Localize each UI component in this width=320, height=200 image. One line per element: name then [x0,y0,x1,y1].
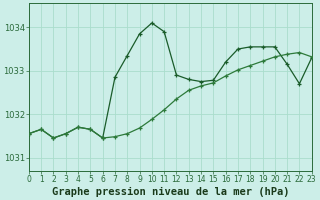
X-axis label: Graphe pression niveau de la mer (hPa): Graphe pression niveau de la mer (hPa) [52,186,289,197]
